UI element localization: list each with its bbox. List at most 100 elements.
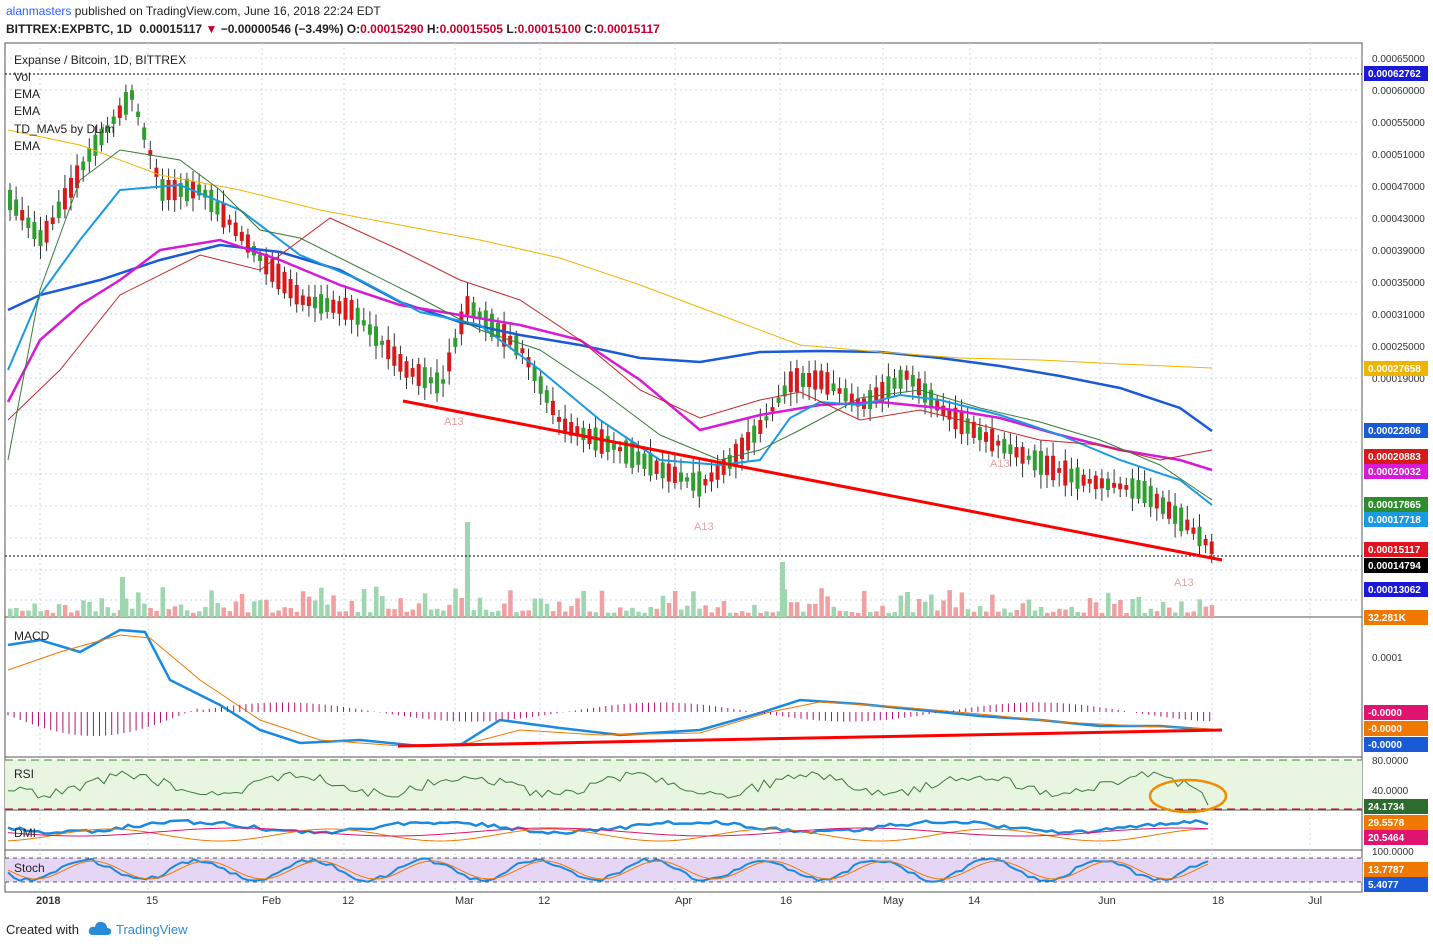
volume-bar: [197, 611, 202, 617]
candle-body: [1167, 501, 1171, 519]
candle-body: [813, 370, 818, 390]
dmi-title[interactable]: DMI: [14, 826, 36, 840]
volume-bar: [404, 611, 409, 617]
volume-bar: [605, 612, 611, 617]
candle-body: [611, 443, 616, 450]
volume-bar: [1051, 611, 1056, 617]
volume-bar: [1014, 609, 1019, 617]
y-tick-label: 0.00031000: [1372, 310, 1425, 321]
td-ma-line: [7, 217, 1213, 461]
volume-bar: [337, 611, 342, 617]
price-badge: 0.00015117: [1368, 545, 1421, 556]
volume-bar: [422, 593, 428, 617]
candle-body: [618, 447, 622, 452]
candle-body: [715, 464, 720, 480]
ema-green-line: [7, 149, 1213, 501]
volume-bar: [587, 611, 592, 617]
volume-bar: [977, 606, 983, 617]
volume-bar: [62, 605, 68, 617]
stoch-y-tick: 100.0000: [1372, 847, 1414, 858]
candle-body: [685, 477, 690, 482]
candle-body: [1130, 478, 1135, 499]
rsi-title[interactable]: RSI: [14, 767, 34, 781]
volume-bar: [990, 594, 995, 617]
y-tick-label: 0.00025000: [1372, 342, 1425, 353]
indicator-ema-2[interactable]: EMA: [14, 104, 40, 118]
volume-bar: [477, 597, 483, 617]
volume-bar: [99, 598, 104, 617]
indicator-td-mav5[interactable]: TD_MAv5 by DLim: [14, 122, 114, 136]
candle-body: [1075, 467, 1080, 489]
candle-body: [38, 230, 43, 247]
volume-bar: [172, 606, 178, 617]
indicator-ema-1[interactable]: EMA: [14, 87, 40, 101]
high-label: H:: [426, 22, 440, 36]
volume-bar: [1160, 601, 1166, 617]
volume-bar: [270, 612, 275, 617]
volume-bar: [1179, 601, 1184, 617]
candle-body: [99, 128, 104, 146]
candle-body: [380, 340, 385, 345]
chart-header: alanmasters published on TradingView.com…: [0, 0, 1433, 42]
volume-bar: [1032, 610, 1038, 617]
candle-body: [93, 134, 98, 156]
volume-bar: [367, 612, 373, 617]
candle-body: [984, 432, 988, 442]
volume-bar: [483, 609, 489, 617]
candle-body: [807, 373, 812, 387]
indicator-ema-3[interactable]: EMA: [14, 139, 40, 153]
volume-bar: [538, 598, 544, 617]
volume-bar: [563, 611, 568, 617]
volume-bar: [1069, 606, 1074, 617]
candle-body: [245, 234, 250, 253]
candle-body: [32, 222, 37, 239]
volume-bar: [1118, 599, 1123, 617]
x-axis-label: 12: [538, 895, 550, 907]
price-badge-bg: [1364, 610, 1428, 625]
candle-body: [916, 378, 921, 396]
stoch-title[interactable]: Stoch: [14, 861, 45, 875]
low-label: L:: [506, 22, 518, 36]
grid-lines: [5, 43, 1362, 892]
candle-body: [69, 177, 73, 198]
volume-bar: [1002, 608, 1007, 617]
tradingview-cloud-icon[interactable]: [88, 920, 112, 938]
candle-body: [630, 442, 635, 468]
volume-spike: [120, 577, 125, 617]
candle-body: [361, 320, 366, 326]
candle-body: [746, 432, 751, 451]
macd-title[interactable]: MACD: [14, 629, 50, 643]
volume-bar: [776, 611, 782, 617]
price-change: −0.00000546 (−3.49%): [220, 22, 344, 36]
tradingview-brand-link[interactable]: TradingView: [116, 922, 188, 937]
volume-spike: [465, 522, 470, 617]
volume-bar: [1185, 612, 1190, 617]
x-axis-label: 14: [968, 895, 980, 907]
candle-body: [733, 443, 738, 468]
candle-body: [1203, 538, 1208, 546]
volume-bar: [654, 608, 660, 617]
candle-body: [880, 381, 885, 402]
candle-body: [130, 90, 134, 100]
volume-bar: [355, 611, 361, 617]
candle-body: [117, 105, 122, 119]
volume-bar: [740, 611, 745, 617]
author-link[interactable]: alanmasters: [6, 4, 72, 18]
chart-canvas[interactable]: Expanse / Bitcoin, 1D, BITTREX Vol EMA E…: [0, 40, 1433, 912]
volume-bar: [947, 590, 952, 617]
candle-body: [404, 361, 409, 378]
indicator-vol[interactable]: Vol: [14, 70, 31, 84]
candle-body: [215, 201, 220, 215]
volume-bar: [130, 608, 135, 617]
volume-bar: [807, 603, 812, 617]
y-tick-label: 0.00043000: [1372, 214, 1425, 225]
candle-body: [1063, 460, 1068, 486]
volume-bar: [794, 602, 800, 617]
candle-body: [697, 471, 702, 497]
volume-bar: [105, 607, 111, 617]
candle-body: [1124, 485, 1129, 490]
candle-body: [788, 371, 793, 393]
volume-bar: [636, 611, 641, 617]
volume-bar: [38, 611, 43, 617]
candle-body: [294, 285, 299, 305]
